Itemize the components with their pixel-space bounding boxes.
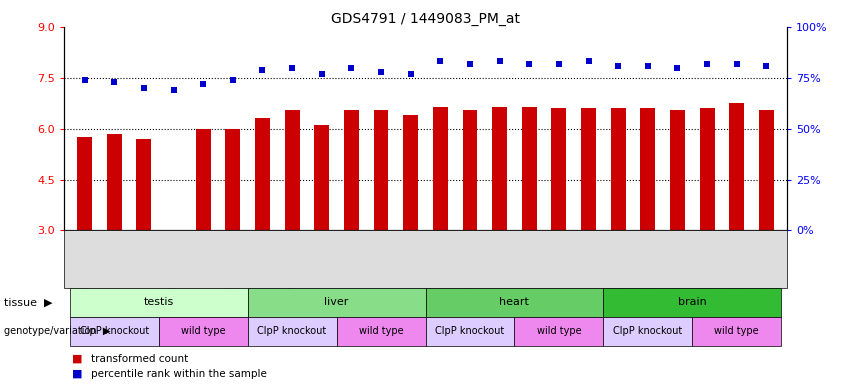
Bar xyxy=(77,137,92,230)
Point xyxy=(611,63,625,69)
Point xyxy=(760,63,774,69)
Point xyxy=(374,69,388,75)
Point xyxy=(671,65,684,71)
Text: genotype/variation  ▶: genotype/variation ▶ xyxy=(4,326,111,336)
Point xyxy=(137,85,151,91)
Point xyxy=(730,60,744,66)
Point xyxy=(197,81,210,87)
Bar xyxy=(314,125,329,230)
Point xyxy=(107,79,121,85)
Text: wild type: wild type xyxy=(537,326,581,336)
Text: ■: ■ xyxy=(72,369,83,379)
Point xyxy=(493,58,506,65)
Text: ClpP knockout: ClpP knockout xyxy=(80,326,149,336)
Point xyxy=(315,71,328,77)
Text: liver: liver xyxy=(324,297,349,308)
Bar xyxy=(700,108,715,230)
Bar xyxy=(226,129,240,230)
Bar xyxy=(611,108,625,230)
Text: tissue  ▶: tissue ▶ xyxy=(4,297,53,308)
Bar xyxy=(759,110,774,230)
Bar xyxy=(285,110,300,230)
Bar xyxy=(107,134,122,230)
Text: ■: ■ xyxy=(72,354,83,364)
Bar xyxy=(196,129,210,230)
Bar xyxy=(403,115,418,230)
Point xyxy=(582,58,596,65)
Bar xyxy=(463,110,477,230)
Point xyxy=(255,66,269,73)
Text: percentile rank within the sample: percentile rank within the sample xyxy=(91,369,267,379)
Text: GDS4791 / 1449083_PM_at: GDS4791 / 1449083_PM_at xyxy=(331,12,520,25)
Text: wild type: wild type xyxy=(359,326,403,336)
Text: wild type: wild type xyxy=(715,326,759,336)
Point xyxy=(226,77,240,83)
Text: wild type: wild type xyxy=(181,326,226,336)
Bar xyxy=(670,110,685,230)
Point xyxy=(641,63,654,69)
Bar xyxy=(344,110,359,230)
Point xyxy=(404,71,418,77)
Point xyxy=(463,60,477,66)
Bar xyxy=(433,107,448,230)
Text: heart: heart xyxy=(500,297,529,308)
Point xyxy=(433,58,447,65)
Bar xyxy=(581,108,596,230)
Point xyxy=(523,60,536,66)
Point xyxy=(700,60,714,66)
Point xyxy=(167,87,180,93)
Bar xyxy=(136,139,151,230)
Text: testis: testis xyxy=(144,297,174,308)
Bar xyxy=(729,103,744,230)
Point xyxy=(77,77,91,83)
Text: ClpP knockout: ClpP knockout xyxy=(258,326,327,336)
Point xyxy=(285,65,299,71)
Bar xyxy=(522,107,537,230)
Bar xyxy=(255,118,270,230)
Bar xyxy=(641,108,655,230)
Text: ClpP knockout: ClpP knockout xyxy=(436,326,505,336)
Point xyxy=(552,60,566,66)
Bar xyxy=(492,107,507,230)
Text: transformed count: transformed count xyxy=(91,354,188,364)
Bar xyxy=(374,110,388,230)
Bar xyxy=(551,108,566,230)
Text: brain: brain xyxy=(678,297,706,308)
Point xyxy=(345,65,358,71)
Text: ClpP knockout: ClpP knockout xyxy=(614,326,683,336)
